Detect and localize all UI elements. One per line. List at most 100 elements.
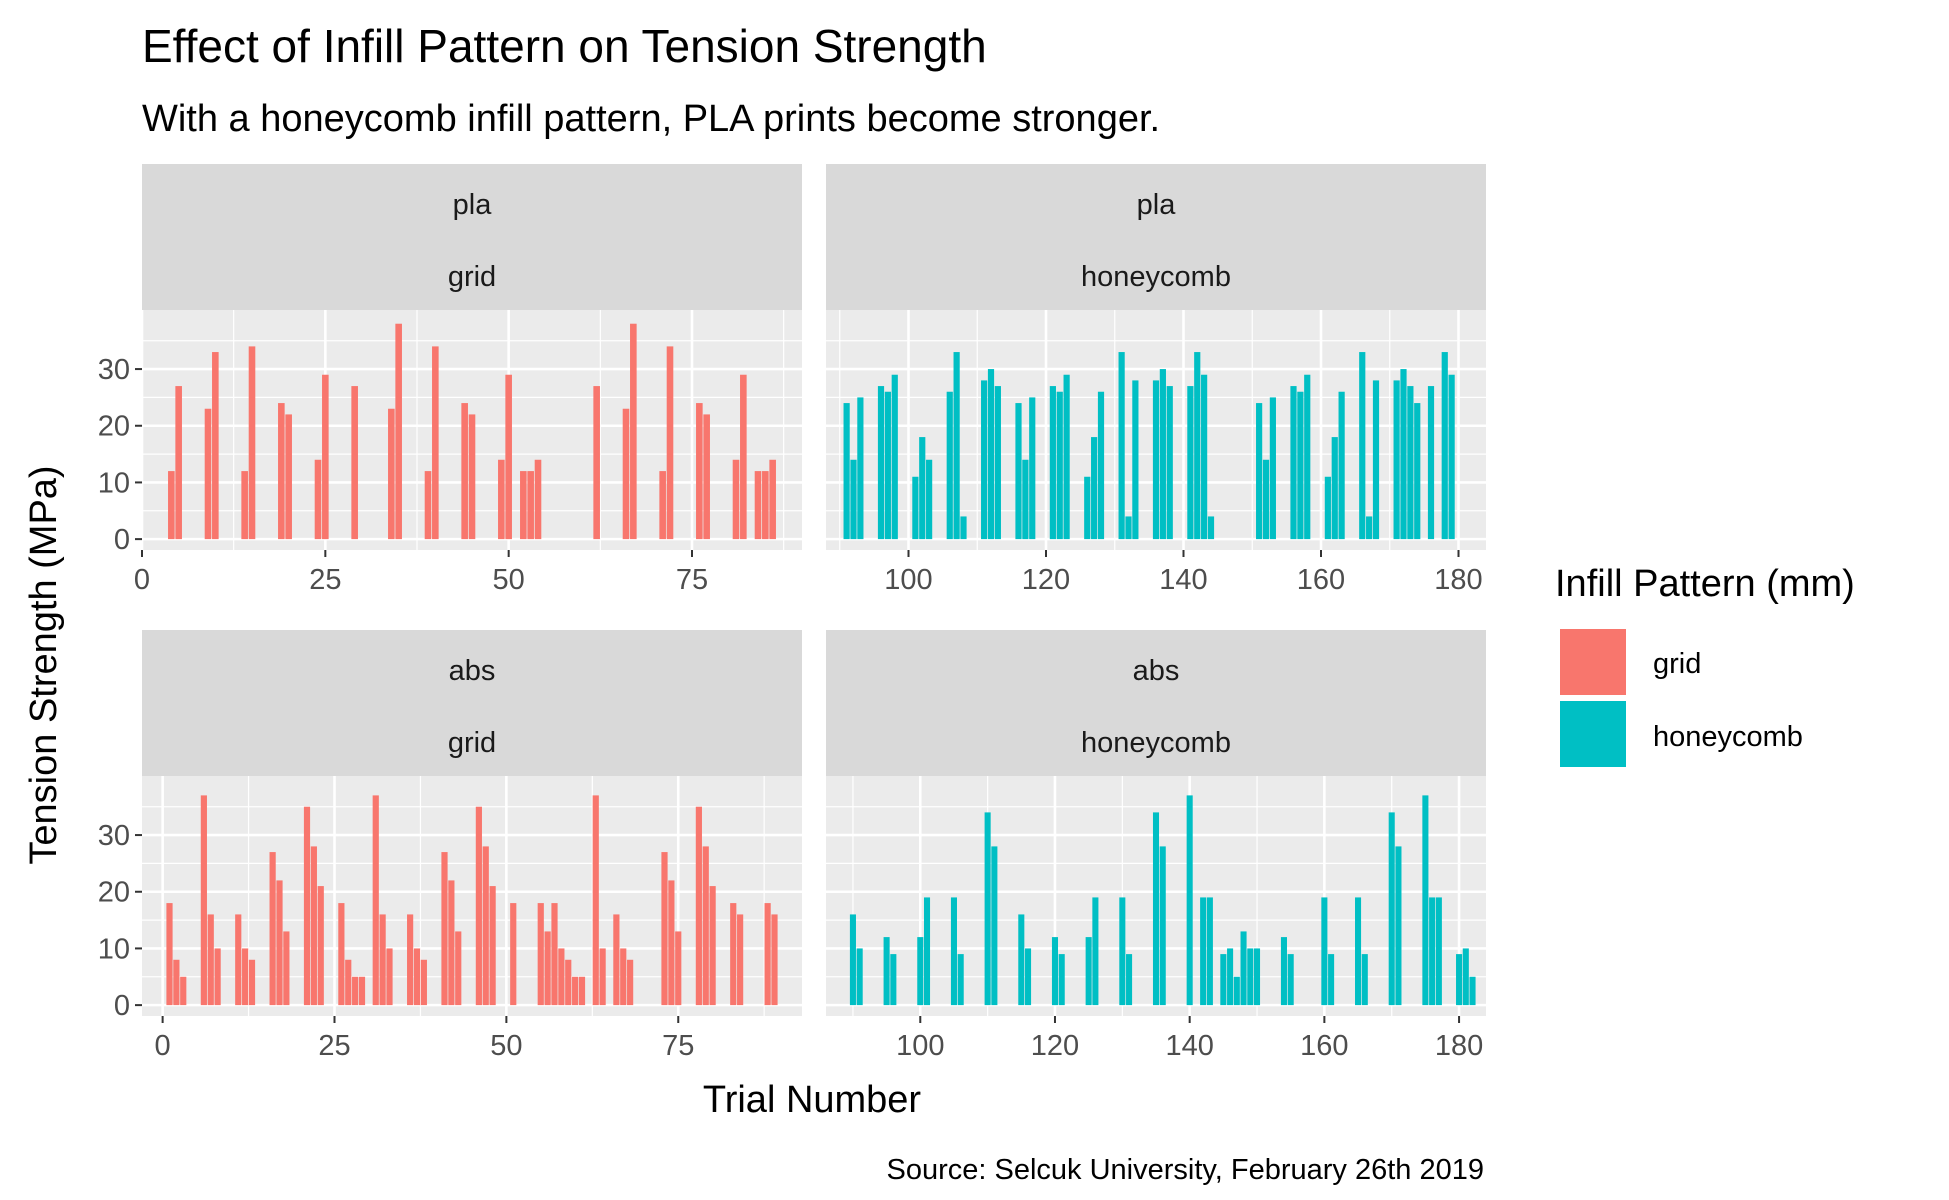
strip-label-infill: grid (448, 727, 496, 759)
x-tick-label: 140 (1165, 1030, 1213, 1062)
bar (984, 812, 991, 1006)
bar (1084, 476, 1091, 540)
bar (1253, 948, 1261, 1006)
bar (395, 323, 402, 540)
bar (849, 914, 856, 1006)
bar (950, 897, 957, 1006)
bar (1025, 948, 1032, 1006)
bar (1427, 386, 1435, 540)
x-tick-label: 75 (662, 1030, 694, 1062)
bar (283, 931, 290, 1006)
bar (1233, 976, 1240, 1006)
x-tick-label: 140 (1159, 564, 1207, 596)
bar (352, 976, 359, 1006)
x-axis-label: Trial Number (703, 1079, 922, 1121)
bar (620, 948, 627, 1006)
bar (448, 880, 455, 1006)
bar (317, 886, 324, 1006)
x-tick-label: 25 (318, 1030, 350, 1062)
bar (1049, 386, 1056, 540)
strip-background (142, 630, 802, 776)
bar (754, 471, 762, 540)
bar (762, 471, 769, 540)
bar (1227, 948, 1234, 1006)
bar (702, 846, 709, 1006)
bar (926, 459, 933, 540)
y-axis-label: Tension Strength (MPa) (23, 465, 65, 864)
bar (310, 846, 317, 1006)
x-tick-label: 100 (896, 1030, 944, 1062)
bar (1018, 914, 1025, 1006)
bar (338, 903, 345, 1006)
bar (527, 471, 534, 540)
bar (1395, 846, 1402, 1006)
bar (1366, 516, 1373, 540)
bar (764, 903, 771, 1006)
legend-key-grid (1558, 627, 1628, 697)
bar (1091, 437, 1098, 540)
bar (537, 903, 544, 1006)
bar (173, 959, 180, 1006)
bar (489, 886, 496, 1006)
x-tick-label: 0 (155, 1030, 171, 1062)
bar (200, 795, 207, 1006)
bar (769, 459, 776, 540)
bar (1092, 897, 1099, 1006)
bar (358, 976, 366, 1006)
bar (884, 391, 891, 540)
bar (1462, 948, 1469, 1006)
bar (1355, 897, 1362, 1006)
bar (1022, 459, 1029, 540)
bar (1338, 391, 1345, 540)
bar (269, 852, 276, 1006)
bar (659, 471, 666, 540)
bar (622, 408, 630, 540)
bar (1152, 812, 1160, 1006)
bar (599, 948, 606, 1006)
bar (413, 948, 421, 1006)
bar (424, 471, 432, 540)
bar (1414, 403, 1421, 540)
bar (923, 897, 931, 1006)
bar (565, 959, 572, 1006)
y-tick-label: 10 (98, 467, 130, 499)
bar (1400, 369, 1407, 540)
x-tick-label: 100 (884, 564, 932, 596)
bar (1186, 795, 1193, 1006)
bar (1056, 391, 1063, 540)
bar (1359, 352, 1366, 540)
bar (919, 437, 926, 540)
bar (666, 346, 674, 540)
bar (1287, 954, 1294, 1006)
bar (917, 937, 924, 1006)
bar (475, 806, 482, 1006)
legend-label-grid: grid (1653, 648, 1701, 680)
bar (388, 408, 395, 540)
bar (1290, 386, 1297, 540)
bar (1321, 897, 1328, 1006)
bar (1125, 516, 1132, 540)
x-tick-label: 25 (309, 564, 341, 596)
strip-label-infill: honeycomb (1081, 261, 1231, 293)
facet-panel-abs-honeycomb: abs honeycomb 100 120 140 160 180 (826, 630, 1486, 1062)
y-tick-label: 10 (98, 933, 130, 965)
y-tick-label: 0 (114, 990, 130, 1022)
bar (276, 880, 283, 1006)
strip-label-material: pla (453, 189, 493, 221)
bar (1240, 931, 1247, 1006)
bar (1152, 380, 1160, 540)
bar (407, 914, 414, 1006)
bar (1206, 897, 1213, 1006)
bar (891, 374, 898, 540)
bar (1441, 352, 1448, 540)
bar (1388, 812, 1395, 1006)
bar (1262, 459, 1270, 540)
legend-key-honeycomb (1558, 699, 1628, 769)
bar (1200, 897, 1207, 1006)
bar (241, 471, 248, 540)
bar (1280, 937, 1287, 1006)
bar (912, 476, 919, 540)
bar (180, 976, 187, 1006)
strip-label-infill: grid (448, 261, 496, 293)
